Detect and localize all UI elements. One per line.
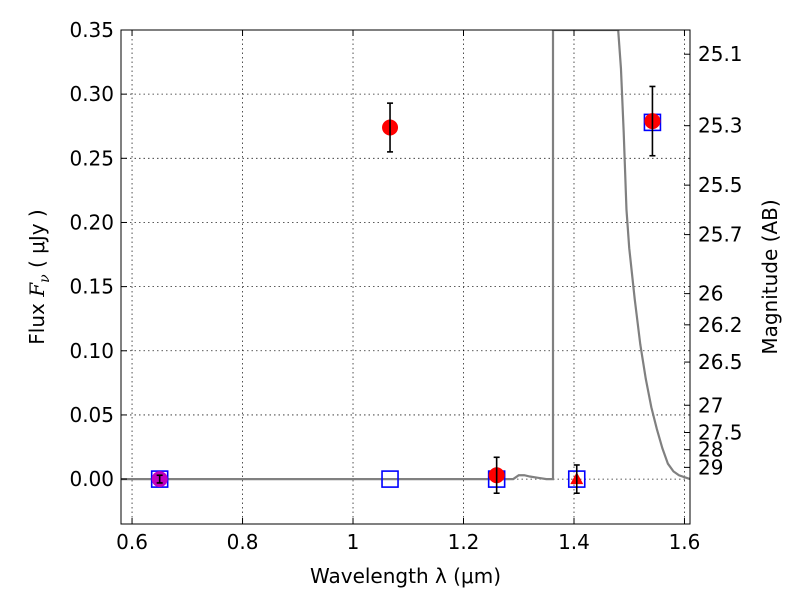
- x-tick-label: 1: [347, 530, 360, 554]
- y-tick-label: 0.00: [69, 467, 114, 491]
- y-axis-label-prefix: Flux: [25, 297, 49, 345]
- x-axis-label: Wavelength λ (μm): [310, 564, 501, 588]
- plot-frame: [120, 29, 691, 525]
- x-tick-label: 1.2: [448, 530, 480, 554]
- y-tick-label: 0.30: [69, 82, 114, 106]
- right-y-tick-label: 25.1: [698, 42, 743, 66]
- right-y-tick-label: 26: [698, 282, 723, 306]
- y-tick-label: 0.25: [69, 146, 114, 170]
- y-tick-label: 0.05: [69, 403, 114, 427]
- right-y-tick-label: 27: [698, 393, 723, 417]
- y-tick-label: 0.20: [69, 210, 114, 234]
- axes-ticks: 0.6 0.8 1 1.2 1.4 1.6 0.00 0.05 0.10 0.15 0.20 0.25…: [69, 18, 742, 554]
- right-y-tick-label: 25.7: [698, 223, 743, 247]
- x-tick-label: 1.6: [669, 530, 701, 554]
- y-axis-label-suffix: ( μJy ): [25, 209, 49, 274]
- right-y-tick-label: 25.5: [698, 173, 743, 197]
- model-curve: [121, 30, 690, 481]
- data-layer: [121, 30, 690, 495]
- y-tick-label: 0.35: [69, 18, 114, 42]
- right-y-tick-label: 29: [698, 455, 723, 479]
- y-axis-label-right: Magnitude (AB): [758, 199, 782, 354]
- y-axis-label-left: Flux Fν ( μJy ): [25, 209, 53, 344]
- y-tick-label: 0.15: [69, 275, 114, 299]
- right-y-tick-label: 27.5: [698, 421, 743, 445]
- right-y-tick-label: 25.3: [698, 114, 743, 138]
- x-tick-label: 0.6: [116, 530, 148, 554]
- right-y-tick-label: 26.2: [698, 313, 743, 337]
- y-axis-label-subscript: ν: [37, 274, 53, 283]
- right-y-tick-label: 26.5: [698, 350, 743, 374]
- x-tick-label: 0.8: [227, 530, 259, 554]
- x-tick-label: 1.4: [558, 530, 590, 554]
- y-tick-label: 0.10: [69, 339, 114, 363]
- y-axis-label-symbol: F: [25, 282, 49, 298]
- right-y-tick-label: 28: [698, 438, 723, 462]
- model-band-square: [381, 470, 399, 488]
